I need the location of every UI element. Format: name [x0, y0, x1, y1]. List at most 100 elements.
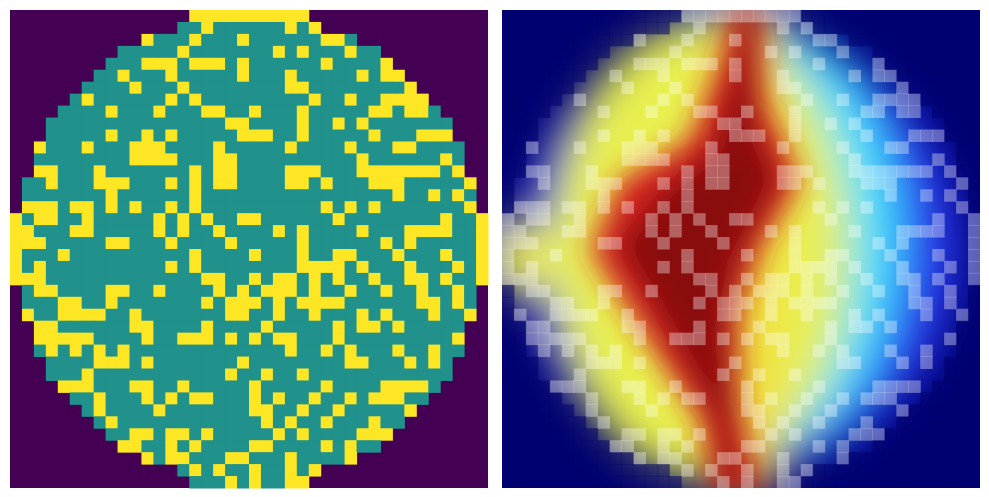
outside-cell	[525, 129, 539, 142]
outside-cell	[525, 117, 539, 130]
die-cell	[332, 153, 346, 166]
die-cell	[69, 177, 83, 190]
defect-overlay	[693, 392, 706, 405]
defect-cell	[81, 93, 95, 107]
die-cell	[177, 201, 190, 214]
defect-cell	[332, 296, 346, 310]
die-cell	[272, 81, 286, 95]
outside-cell	[585, 452, 599, 465]
die-cell	[320, 284, 334, 298]
die-cell	[21, 284, 35, 298]
die-cell	[153, 452, 166, 465]
defect-cell	[344, 249, 358, 262]
defect-cell	[10, 249, 23, 262]
die-cell	[201, 249, 214, 262]
outside-cell	[549, 33, 563, 47]
die-cell	[260, 21, 274, 35]
defect-overlay	[633, 320, 646, 334]
defect-overlay	[956, 201, 969, 214]
defect-overlay	[633, 141, 646, 154]
defect-overlay	[752, 320, 766, 334]
die-cell	[368, 117, 381, 130]
defect-cell	[189, 249, 202, 262]
outside-cell	[585, 476, 599, 488]
defect-cell	[69, 344, 83, 358]
outside-cell	[896, 476, 909, 488]
outside-cell	[920, 69, 933, 83]
die-cell	[237, 380, 250, 393]
outside-cell	[573, 476, 587, 488]
outside-cell	[968, 141, 980, 154]
defect-overlay	[944, 260, 957, 274]
defect-cell	[404, 272, 417, 286]
die-cell	[332, 368, 346, 381]
outside-cell	[932, 440, 945, 453]
outside-cell	[513, 45, 527, 59]
die-cell	[189, 129, 202, 142]
defect-overlay	[525, 260, 539, 274]
outside-cell	[968, 308, 980, 322]
defect-cell	[129, 320, 142, 334]
outside-cell	[513, 93, 527, 107]
die-cell	[404, 153, 417, 166]
die-cell	[272, 213, 286, 226]
die-cell	[105, 392, 119, 405]
defect-cell	[284, 464, 298, 477]
defect-overlay	[705, 141, 718, 154]
die-cell	[69, 189, 83, 202]
defect-cell	[284, 69, 298, 83]
die-cell	[153, 249, 166, 262]
defect-overlay	[920, 129, 933, 142]
outside-cell	[956, 81, 969, 95]
die-cell	[452, 320, 465, 334]
outside-cell	[956, 380, 969, 393]
defect-overlay	[932, 249, 945, 262]
defect-overlay	[681, 10, 694, 23]
defect-overlay	[956, 177, 969, 190]
die-cell	[284, 225, 298, 238]
outside-cell	[573, 10, 587, 23]
die-cell	[392, 260, 405, 274]
die-cell	[392, 404, 405, 417]
die-cell	[81, 404, 95, 417]
die-cell	[260, 177, 274, 190]
outside-cell	[824, 10, 838, 23]
outside-cell	[944, 81, 957, 95]
defect-overlay	[573, 213, 587, 226]
die-cell	[213, 249, 226, 262]
defect-overlay	[609, 344, 622, 358]
defect-overlay	[657, 93, 670, 107]
defect-overlay	[657, 69, 670, 83]
die-cell	[153, 392, 166, 405]
wafer-overlay	[502, 10, 980, 488]
die-cell	[440, 189, 453, 202]
die-cell	[428, 332, 441, 346]
outside-cell	[609, 21, 622, 35]
outside-cell	[645, 10, 658, 23]
defect-cell	[428, 129, 441, 142]
defect-overlay	[585, 177, 599, 190]
defect-cell	[476, 249, 489, 262]
die-cell	[33, 177, 47, 190]
die-cell	[189, 272, 202, 286]
die-cell	[344, 177, 358, 190]
defect-overlay	[836, 356, 850, 369]
die-cell	[93, 93, 107, 107]
defect-overlay	[872, 308, 885, 322]
defect-overlay	[860, 320, 873, 334]
outside-cell	[561, 440, 575, 453]
die-cell	[296, 272, 310, 286]
die-cell	[117, 272, 130, 286]
die-cell	[153, 93, 166, 107]
die-cell	[225, 392, 238, 405]
outside-cell	[537, 57, 551, 71]
defect-cell	[380, 380, 393, 393]
die-cell	[296, 33, 310, 47]
die-cell	[105, 272, 119, 286]
die-cell	[153, 260, 166, 274]
defect-cell	[165, 237, 178, 250]
die-cell	[45, 356, 59, 369]
die-cell	[225, 284, 238, 298]
defect-cell	[10, 225, 23, 238]
die-cell	[296, 392, 310, 405]
